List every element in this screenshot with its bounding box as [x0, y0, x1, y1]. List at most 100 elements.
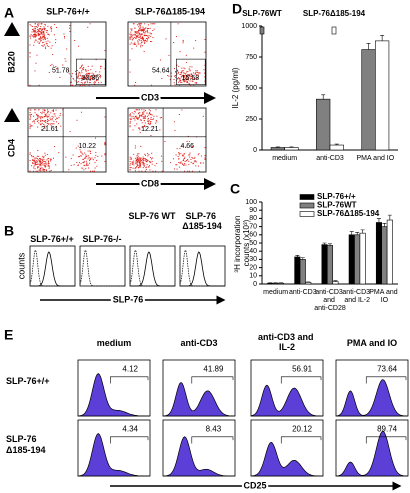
event-dot — [100, 65, 102, 67]
event-dot — [90, 170, 92, 172]
event-dot — [41, 33, 43, 35]
event-dot — [129, 114, 131, 116]
event-dot — [135, 161, 137, 163]
event-dot — [34, 23, 36, 25]
event-dot — [38, 28, 40, 30]
event-dot — [129, 115, 131, 117]
event-dot — [180, 80, 182, 82]
event-dot — [138, 23, 140, 25]
event-dot — [35, 35, 37, 37]
event-dot — [161, 170, 163, 172]
event-dot — [176, 64, 178, 66]
event-dot — [143, 160, 145, 162]
event-dot — [29, 109, 31, 111]
event-dot — [131, 112, 133, 114]
event-dot — [45, 163, 47, 165]
event-dot — [204, 147, 206, 149]
y-tick-label: 500 — [245, 85, 257, 92]
event-dot — [140, 23, 142, 25]
event-dot — [41, 34, 43, 36]
cd25-histogram — [77, 433, 150, 477]
event-dot — [161, 155, 163, 157]
event-dot — [88, 156, 90, 158]
event-dot — [155, 120, 157, 122]
event-dot — [69, 25, 71, 27]
legend-swatch — [331, 26, 337, 35]
panel-label: C — [230, 181, 240, 197]
event-dot — [37, 117, 39, 119]
event-dot — [136, 156, 138, 158]
event-dot — [138, 159, 140, 161]
event-dot — [142, 159, 144, 161]
event-dot — [82, 77, 84, 79]
event-dot — [41, 29, 43, 31]
event-dot — [178, 154, 180, 156]
event-dot — [85, 154, 87, 156]
event-dot — [191, 75, 193, 77]
event-dot — [39, 164, 41, 166]
event-dot — [170, 162, 172, 164]
event-dot — [138, 43, 140, 45]
event-dot — [35, 26, 37, 28]
event-dot — [139, 23, 141, 25]
event-dot — [32, 162, 34, 164]
event-dot — [44, 120, 46, 122]
event-dot — [194, 160, 196, 162]
event-dot — [145, 160, 147, 162]
event-dot — [139, 132, 141, 134]
event-dot — [86, 163, 88, 165]
event-dot — [151, 163, 153, 165]
event-dot — [189, 156, 191, 158]
event-dot — [39, 162, 41, 164]
event-dot — [129, 164, 131, 166]
event-dot — [59, 76, 61, 78]
event-dot — [189, 77, 191, 79]
event-dot — [50, 26, 52, 28]
event-dot — [148, 113, 150, 115]
event-dot — [137, 163, 139, 165]
event-dot — [43, 158, 45, 160]
y-tick-label: 80 — [249, 215, 257, 222]
event-dot — [80, 75, 82, 77]
y-tick-label: 70 — [249, 223, 257, 230]
event-dot — [34, 26, 36, 28]
bar — [305, 282, 312, 285]
event-dot — [84, 164, 86, 166]
event-dot — [193, 161, 195, 163]
event-dot — [85, 76, 87, 78]
gate-value: 56.91 — [292, 365, 313, 374]
event-dot — [136, 24, 138, 26]
event-dot — [44, 166, 46, 168]
event-dot — [81, 152, 83, 154]
event-dot — [44, 160, 46, 162]
event-dot — [129, 158, 131, 160]
event-dot — [150, 116, 152, 118]
event-dot — [43, 35, 45, 37]
event-dot — [190, 158, 192, 160]
event-dot — [85, 160, 87, 162]
event-dot — [184, 160, 186, 162]
event-dot — [47, 164, 49, 166]
event-dot — [135, 45, 137, 47]
event-dot — [140, 25, 142, 27]
event-dot — [92, 159, 94, 161]
cd25-histogram — [250, 384, 323, 417]
event-dot — [44, 29, 46, 31]
event-dot — [42, 34, 44, 36]
event-dot — [168, 75, 170, 77]
y-tick-label: 0 — [253, 281, 257, 288]
event-dot — [181, 109, 183, 111]
event-dot — [33, 36, 35, 38]
event-dot — [144, 41, 146, 43]
event-dot — [140, 157, 142, 159]
dot-plot-frame — [127, 21, 207, 87]
event-dot — [36, 113, 38, 115]
panel-label: E — [4, 327, 13, 343]
event-dot — [80, 155, 82, 157]
event-dot — [184, 156, 186, 158]
event-dot — [80, 163, 82, 165]
event-dot — [39, 28, 41, 30]
event-dot — [181, 72, 183, 74]
event-dot — [137, 157, 139, 159]
event-dot — [93, 170, 95, 172]
